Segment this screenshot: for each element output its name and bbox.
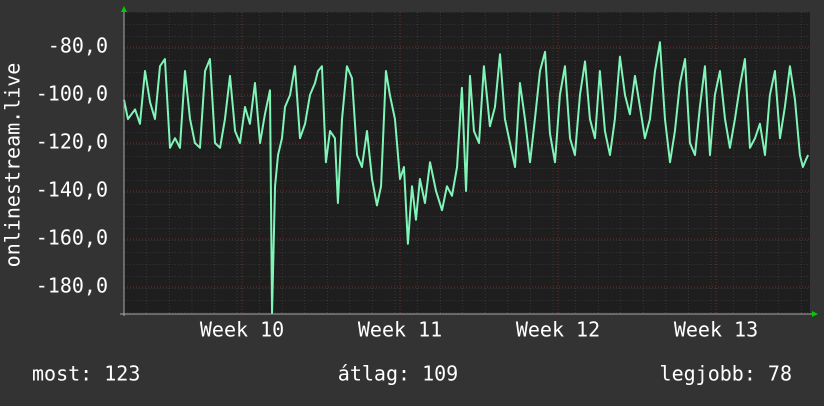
y-tick-label: -80,0 xyxy=(48,34,108,58)
data-line xyxy=(123,41,810,315)
x-tick-label: Week 12 xyxy=(516,318,600,342)
x-tick-label: Week 10 xyxy=(200,318,284,342)
footer-average: átlag: 109 xyxy=(338,362,458,386)
y-axis-arrow xyxy=(121,6,127,12)
x-tick-label: Week 11 xyxy=(358,318,442,342)
y-tick-label: -180,0 xyxy=(36,274,108,298)
y-tick-label: -140,0 xyxy=(36,178,108,202)
y-tick-label: -120,0 xyxy=(36,130,108,154)
footer-best: legjobb: 78 xyxy=(660,362,792,386)
x-axis-arrow xyxy=(812,311,818,317)
y-tick-label: -100,0 xyxy=(36,82,108,106)
x-tick-label: Week 13 xyxy=(674,318,758,342)
y-tick-label: -160,0 xyxy=(36,226,108,250)
footer-current: most: 123 xyxy=(32,362,140,386)
y-axis-label: onlinestream.live xyxy=(1,63,25,268)
